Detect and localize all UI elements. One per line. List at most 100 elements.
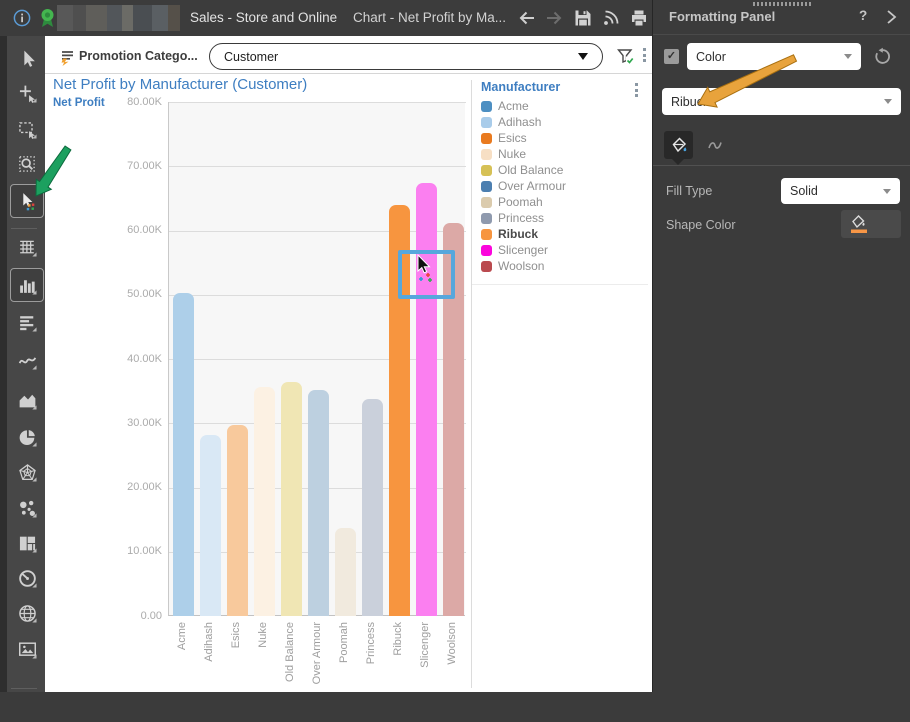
info-icon[interactable]: [13, 9, 31, 27]
pie-chart-visualization[interactable]: [10, 420, 44, 454]
fill-type-value: Solid: [790, 184, 818, 198]
horizontal-bar-visualization[interactable]: [10, 305, 44, 339]
legend-swatch-icon: [481, 116, 492, 128]
legend-item-acme[interactable]: Acme: [481, 98, 529, 114]
x-axis-tick-label: Adihash: [202, 622, 215, 662]
legend-item-label: Slicenger: [498, 243, 549, 257]
x-axis-tick-label: Nuke: [256, 622, 269, 648]
selector-list-icon[interactable]: [58, 47, 78, 67]
fill-type-dropdown[interactable]: Solid: [781, 178, 900, 204]
legend-item-label: Over Armour: [498, 179, 567, 193]
legend-item-label: Poomah: [498, 195, 543, 209]
save-icon[interactable]: [573, 8, 593, 28]
legend-item-old-balance[interactable]: Old Balance: [481, 162, 563, 178]
legend-item-label: Esics: [498, 131, 527, 145]
title-bar: Sales - Store and Online Chart - Net Pro…: [0, 0, 652, 36]
bar-chart-visualization[interactable]: [10, 268, 44, 302]
selector-dropdown[interactable]: Customer: [209, 43, 603, 70]
map-visualization[interactable]: [10, 596, 44, 630]
insert-pointer-tool[interactable]: [10, 76, 44, 110]
bar-princess[interactable]: [362, 398, 383, 616]
line-chart-visualization-icon: [18, 356, 37, 370]
legend-divider: [471, 80, 472, 688]
redacted-block: [86, 5, 107, 31]
marquee-select-tool[interactable]: [10, 112, 44, 146]
orange-annotation-arrow: [697, 54, 798, 108]
legend-item-esics[interactable]: Esics: [481, 130, 527, 146]
radar-chart-visualization-icon: [18, 463, 37, 482]
gauge-visualization[interactable]: [10, 561, 44, 595]
area-chart-visualization[interactable]: [10, 383, 44, 417]
bar-adihash[interactable]: [200, 434, 221, 616]
x-axis-tick-label: Over Armour: [310, 622, 323, 685]
legend-swatch-icon: [481, 148, 492, 160]
image-visualization[interactable]: [10, 632, 44, 666]
chart-title: Net Profit by Manufacturer (Customer): [53, 76, 308, 93]
y-axis-tick-label: 30.00K: [127, 416, 162, 429]
x-axis-tick-label: Esics: [229, 622, 242, 649]
legend-item-slicenger[interactable]: Slicenger: [481, 242, 548, 258]
legend-item-over-armour[interactable]: Over Armour: [481, 178, 566, 194]
y-axis-tick-label: 80.00K: [127, 95, 162, 108]
legend-item-woolson[interactable]: Woolson: [481, 258, 544, 274]
bar-ribuck[interactable]: [389, 204, 410, 616]
line-chart-visualization[interactable]: [10, 343, 44, 377]
bar-over-armour[interactable]: [308, 389, 329, 616]
print-icon[interactable]: [629, 8, 649, 28]
collapse-panel-icon[interactable]: [881, 7, 901, 27]
gauge-visualization-icon: [18, 569, 37, 588]
legend-swatch-icon: [481, 100, 492, 112]
legend-item-adihash[interactable]: Adihash: [481, 114, 541, 130]
zoom-area-tool[interactable]: [10, 147, 44, 181]
dossier-canvas: Promotion Catego... Customer Net Profit …: [45, 36, 652, 692]
treemap-visualization-icon: [19, 536, 37, 553]
panel-grip-handle[interactable]: [753, 2, 811, 6]
redacted-text-block: [57, 5, 180, 31]
bar-poomah[interactable]: [335, 527, 356, 616]
legend-item-princess[interactable]: Princess: [481, 210, 544, 226]
bar-slicenger[interactable]: [416, 182, 437, 616]
bar-woolson[interactable]: [443, 222, 464, 616]
horizontal-bar-visualization-icon: [19, 315, 37, 332]
bar-esics[interactable]: [227, 425, 248, 616]
legend-swatch-icon: [481, 132, 492, 144]
bar-acme[interactable]: [173, 292, 194, 616]
dropdown-caret-icon: [578, 53, 588, 60]
filter-applied-icon[interactable]: [615, 46, 636, 67]
shape-color-button[interactable]: [841, 210, 901, 238]
bar-nuke[interactable]: [254, 386, 275, 616]
subscribe-icon[interactable]: [601, 8, 621, 28]
grid-visualization-icon: [19, 240, 37, 257]
radar-chart-visualization[interactable]: [10, 455, 44, 489]
treemap-visualization[interactable]: [10, 526, 44, 560]
selection-cursor-icon: [417, 254, 432, 282]
certified-ribbon-icon: [41, 9, 54, 27]
bar-old-balance[interactable]: [281, 382, 302, 616]
redacted-block: [168, 5, 180, 31]
back-icon[interactable]: [517, 8, 537, 28]
color-enabled-checkbox[interactable]: ✓: [664, 49, 679, 64]
line-format-tab[interactable]: [700, 131, 729, 159]
select-tool[interactable]: [10, 41, 44, 75]
bubble-chart-visualization[interactable]: [10, 491, 44, 525]
data-selection-tool[interactable]: [10, 184, 44, 218]
pie-chart-visualization-icon: [19, 429, 37, 447]
legend-item-ribuck[interactable]: Ribuck: [481, 226, 538, 242]
zoom-area-tool-icon: [18, 155, 35, 172]
legend-kebab-icon[interactable]: [635, 83, 638, 97]
fill-format-tab[interactable]: [664, 131, 693, 159]
x-axis-tick-label: Poomah: [337, 622, 350, 663]
x-axis-tick-label: Ribuck: [391, 622, 404, 656]
menu-kebab-icon[interactable]: [643, 48, 646, 62]
legend-item-poomah[interactable]: Poomah: [481, 194, 543, 210]
visualization-toolbar: [0, 36, 45, 692]
formatting-panel: Formatting Panel ? ✓ Color Ribuck: [652, 0, 910, 692]
selection-rectangle: [398, 250, 455, 299]
view-title: Chart - Net Profit by Ma...: [353, 10, 507, 25]
help-icon[interactable]: ?: [859, 8, 868, 23]
gridline: [169, 230, 466, 232]
grid-visualization[interactable]: [10, 230, 44, 264]
legend-item-nuke[interactable]: Nuke: [481, 146, 526, 162]
forward-icon[interactable]: [544, 8, 564, 28]
reset-icon[interactable]: [873, 47, 892, 66]
